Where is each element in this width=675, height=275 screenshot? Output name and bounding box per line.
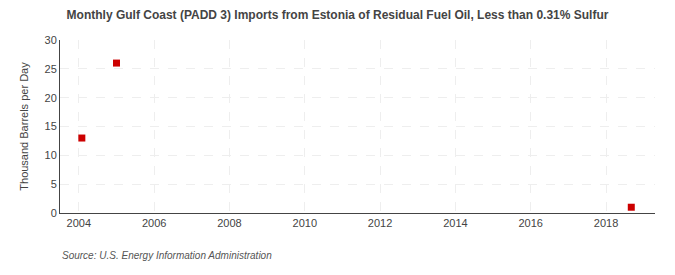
svg-text:Monthly Gulf Coast (PADD 3) Im: Monthly Gulf Coast (PADD 3) Imports from…: [67, 8, 609, 22]
svg-text:5: 5: [51, 178, 57, 190]
svg-text:2014: 2014: [443, 217, 467, 229]
svg-text:Source: U.S. Energy Informatio: Source: U.S. Energy Information Administ…: [62, 250, 272, 261]
svg-text:2008: 2008: [217, 217, 241, 229]
svg-text:20: 20: [45, 92, 57, 104]
svg-text:2012: 2012: [368, 217, 392, 229]
svg-text:30: 30: [45, 34, 57, 46]
svg-text:10: 10: [45, 149, 57, 161]
svg-text:25: 25: [45, 63, 57, 75]
svg-text:2016: 2016: [518, 217, 542, 229]
svg-text:2006: 2006: [142, 217, 166, 229]
svg-text:Thousand Barrels per Day: Thousand Barrels per Day: [18, 62, 30, 191]
svg-text:0: 0: [51, 207, 57, 219]
svg-text:2010: 2010: [293, 217, 317, 229]
svg-text:2004: 2004: [67, 217, 91, 229]
svg-text:2018: 2018: [594, 217, 618, 229]
svg-text:15: 15: [45, 120, 57, 132]
